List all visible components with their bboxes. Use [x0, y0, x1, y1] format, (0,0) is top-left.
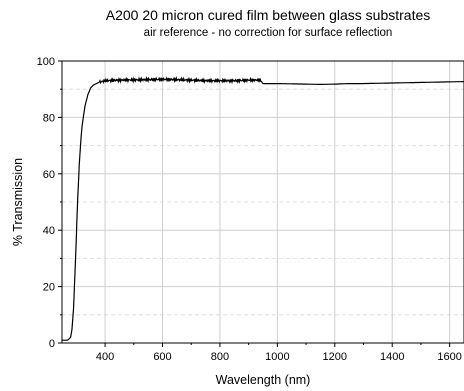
plot-area-frame	[61, 60, 464, 344]
tick-labels: 0 20 40 60 80 100 400 600 800 1000 1200 1400 1600	[37, 56, 462, 363]
chart-subtitle: air reference - no correction for surfac…	[144, 27, 393, 39]
x-tick-label: 1600	[437, 351, 461, 363]
x-tick-label: 1400	[380, 351, 404, 363]
y-tick-label: 0	[49, 338, 55, 350]
axis-ticks	[58, 60, 451, 347]
y-tick-label: 20	[43, 282, 55, 294]
y-tick-label: 40	[43, 225, 55, 237]
y-tick-label: 80	[43, 112, 55, 124]
x-tick-label: 600	[153, 351, 171, 363]
series-line-transmission	[62, 75, 464, 341]
x-tick-label: 1200	[323, 351, 347, 363]
y-axis-label: % Transmission	[11, 158, 25, 246]
x-tick-label: 800	[211, 351, 229, 363]
chart-title: A200 20 micron cured film between glass …	[106, 7, 431, 23]
x-axis-label: Wavelength (nm)	[216, 373, 311, 387]
y-tick-label: 60	[43, 169, 55, 181]
x-tick-label: 400	[96, 351, 114, 363]
x-tick-label: 1000	[265, 351, 289, 363]
y-tick-label: 100	[37, 56, 55, 68]
grid-lines	[62, 61, 464, 343]
